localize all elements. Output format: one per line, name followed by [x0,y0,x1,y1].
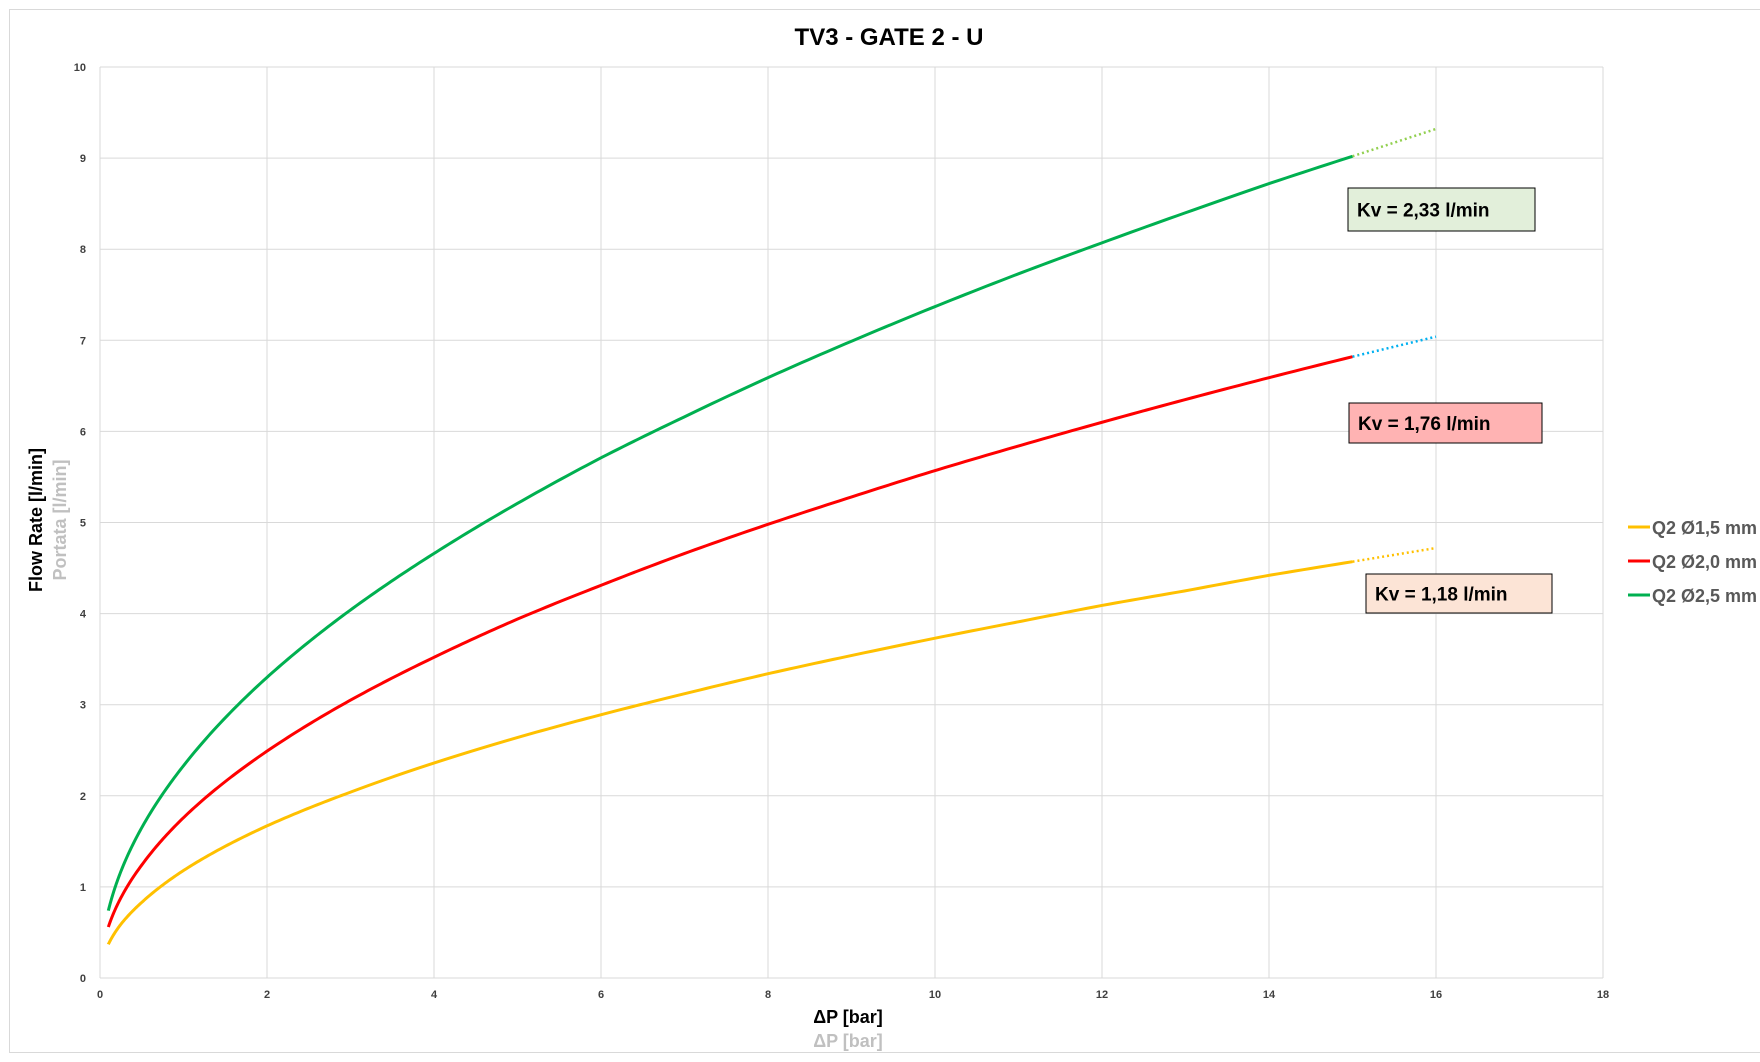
kv-annotation-3: Kv = 1,18 l/min [1365,573,1553,614]
kv-annotation-1: Kv = 2,33 l/min [1347,187,1536,232]
legend-label: Q2 Ø2,5 mm [1652,586,1757,606]
series-line-2 [106,355,1353,928]
y-axis-title-secondary: Portata [l/min] [50,459,70,580]
x-tick-labels: 0 2 4 6 8 10 12 14 16 18 [97,989,1609,1001]
y-tick-label: 3 [80,700,86,712]
legend-item-1: Q2 Ø1,5 mm [1628,518,1757,538]
y-tick-label: 5 [80,518,86,530]
y-tick-label: 0 [80,973,86,985]
y-tick-label: 10 [74,62,86,74]
y-tick-label: 7 [80,335,86,347]
y-tick-label: 8 [80,244,86,256]
legend-label: Q2 Ø1,5 mm [1652,518,1757,538]
series-extension-3 [1352,127,1437,158]
series-line-3 [106,154,1353,911]
kv-annotation-2: Kv = 1,76 l/min [1348,402,1543,444]
y-tick-label: 2 [80,791,86,803]
kv-annotation-box [1348,402,1543,444]
y-tick-label: 1 [80,882,86,894]
kv-annotations: Kv = 2,33 l/min Kv = 1,76 l/min Kv = 1,18 … [1347,187,1553,614]
kv-annotation-box [1347,187,1536,232]
legend-label: Q2 Ø2,0 mm [1652,552,1757,572]
y-axis-title: Flow Rate [l/min] [26,448,46,592]
y-tick-label: 6 [80,426,86,438]
x-axis-title-secondary: ΔP [bar] [813,1031,883,1051]
x-tick-label: 10 [929,989,941,1001]
kv-annotation-box [1365,573,1553,614]
series-lines [106,127,1437,946]
chart-title: TV3 - GATE 2 - U [795,24,984,51]
chart-frame [9,9,1760,1053]
y-tick-labels: 0 1 2 3 4 5 6 7 8 9 10 [74,62,87,985]
series-line-1 [106,560,1353,946]
x-tick-label: 18 [1597,989,1609,1001]
kv-annotation-text: Kv = 1,18 l/min [1375,585,1508,606]
x-tick-label: 2 [264,989,270,1001]
legend-item-3: Q2 Ø2,5 mm [1628,586,1757,606]
kv-annotation-text: Kv = 1,76 l/min [1358,414,1491,435]
x-axis-title: ΔP [bar] [813,1007,883,1027]
x-tick-label: 12 [1096,989,1108,1001]
legend: Q2 Ø1,5 mm Q2 Ø2,0 mm Q2 Ø2,5 mm [1628,518,1757,606]
x-tick-label: 0 [97,989,103,1001]
x-tick-label: 4 [431,989,438,1001]
x-tick-label: 16 [1430,989,1442,1001]
series-extension-1 [1352,546,1437,563]
legend-item-2: Q2 Ø2,0 mm [1628,552,1757,572]
x-tick-label: 8 [765,989,771,1001]
series-extension-2 [1352,335,1437,358]
y-tick-label: 4 [80,609,87,621]
y-tick-label: 9 [80,153,86,165]
kv-annotation-text: Kv = 2,33 l/min [1357,201,1490,222]
x-tick-label: 6 [598,989,604,1001]
x-tick-label: 14 [1263,989,1276,1001]
